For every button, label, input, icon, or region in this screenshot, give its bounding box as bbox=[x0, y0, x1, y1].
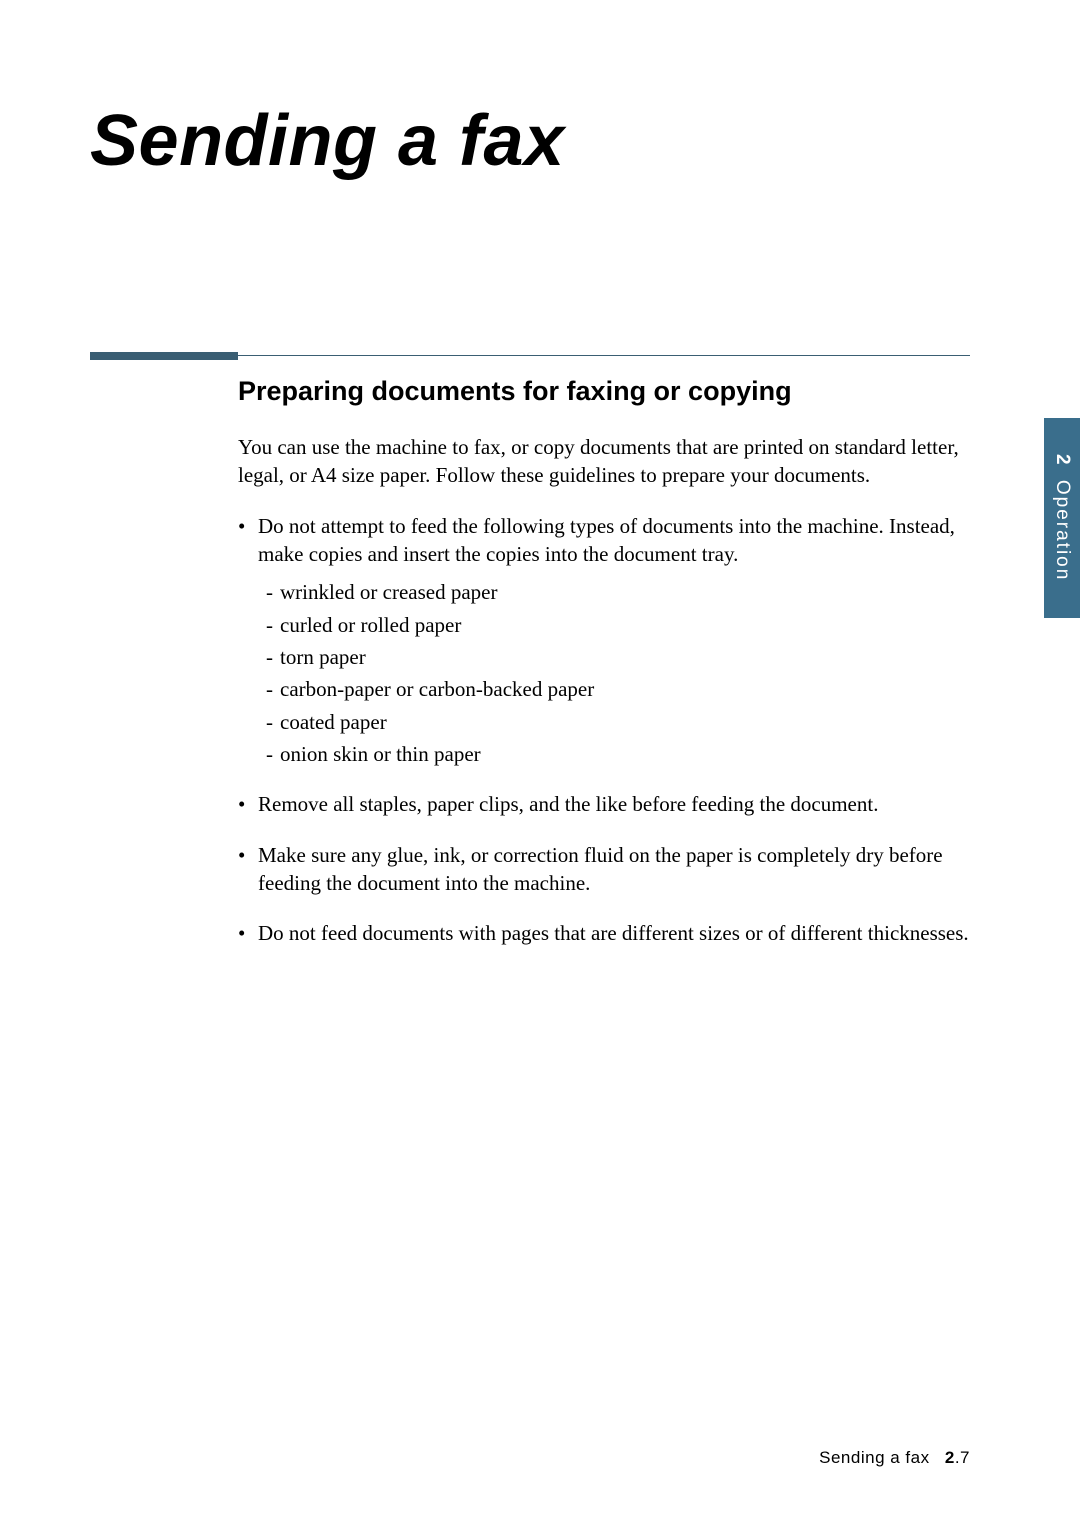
footer-page-number: .7 bbox=[955, 1448, 970, 1467]
dash-item: onion skin or thin paper bbox=[266, 740, 970, 768]
bullet-text: Remove all staples, paper clips, and the… bbox=[258, 792, 878, 816]
section-rule bbox=[90, 352, 970, 362]
page-footer: Sending a fax 2.7 bbox=[819, 1448, 970, 1468]
bullet-item: Make sure any glue, ink, or correction f… bbox=[238, 841, 970, 898]
footer-chapter-number: 2 bbox=[945, 1448, 955, 1467]
dash-item: torn paper bbox=[266, 643, 970, 671]
rule-thick-segment bbox=[90, 352, 238, 360]
tab-chapter-name: Operation bbox=[1052, 480, 1073, 581]
dash-item: carbon-paper or carbon-backed paper bbox=[266, 675, 970, 703]
footer-section-name: Sending a fax bbox=[819, 1448, 929, 1467]
dash-item: curled or rolled paper bbox=[266, 611, 970, 639]
bullet-text: Do not attempt to feed the following typ… bbox=[258, 514, 955, 566]
page-container: Sending a fax Preparing documents for fa… bbox=[0, 0, 1080, 1526]
section-heading: Preparing documents for faxing or copyin… bbox=[238, 376, 970, 407]
dash-item: coated paper bbox=[266, 708, 970, 736]
tab-chapter-number: 2 bbox=[1051, 454, 1073, 467]
body-content: You can use the machine to fax, or copy … bbox=[238, 433, 970, 948]
intro-paragraph: You can use the machine to fax, or copy … bbox=[238, 433, 970, 490]
tab-label: 2 Operation bbox=[1051, 454, 1073, 581]
bullet-item: Remove all staples, paper clips, and the… bbox=[238, 790, 970, 818]
bullet-text: Make sure any glue, ink, or correction f… bbox=[258, 843, 943, 895]
bullet-item: Do not feed documents with pages that ar… bbox=[238, 919, 970, 947]
bullet-list: Do not attempt to feed the following typ… bbox=[238, 512, 970, 948]
bullet-item: Do not attempt to feed the following typ… bbox=[238, 512, 970, 769]
bullet-text: Do not feed documents with pages that ar… bbox=[258, 921, 969, 945]
chapter-title: Sending a fax bbox=[90, 100, 970, 182]
dash-sublist: wrinkled or creased paper curled or roll… bbox=[266, 578, 970, 768]
dash-item: wrinkled or creased paper bbox=[266, 578, 970, 606]
rule-thin-segment bbox=[238, 355, 970, 356]
chapter-side-tab: 2 Operation bbox=[1044, 418, 1080, 618]
